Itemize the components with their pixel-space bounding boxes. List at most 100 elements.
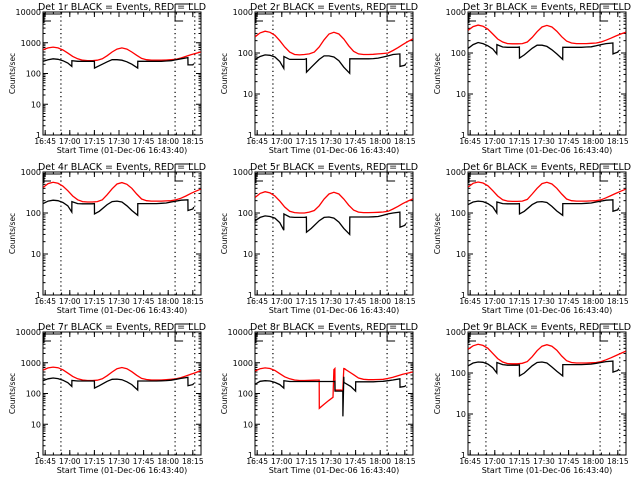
chart-panel-5: Det 5r BLACK = Events, RED = LLD 1 10 100 10… bbox=[220, 162, 418, 315]
series-events-line bbox=[254, 53, 407, 75]
y-tick-label: 1000 bbox=[21, 39, 41, 48]
x-axis-title: Start Time (01-Dec-06 16:43:40) bbox=[269, 306, 400, 315]
x-tick-label: 18:00 bbox=[369, 137, 391, 146]
x-axis-title: Start Time (01-Dec-06 16:43:40) bbox=[482, 146, 613, 155]
saa-marker-left bbox=[468, 173, 486, 183]
y-tick-label: 1 bbox=[36, 451, 41, 460]
x-tick-label: 18:15 bbox=[182, 137, 204, 146]
x-tick-label: 17:00 bbox=[271, 297, 293, 306]
y-axis-title: Counts/sec bbox=[433, 53, 442, 94]
x-tick-label: 17:00 bbox=[271, 457, 293, 466]
chart-panel-3: Det 3r BLACK = Events, RED = LLD 1 10 100 10… bbox=[433, 2, 631, 155]
plot-frame bbox=[467, 171, 627, 296]
plot-frame bbox=[254, 11, 414, 136]
chart-panel-9: Det 9r BLACK = Events, RED = LLD 1 10 100 10… bbox=[433, 322, 631, 475]
y-tick-label: 1000 bbox=[446, 328, 466, 337]
y-tick-label: 10 bbox=[243, 90, 253, 99]
x-tick-label: 16:45 bbox=[34, 137, 56, 146]
saa-marker-left bbox=[43, 173, 61, 183]
x-tick-label: 17:30 bbox=[320, 457, 342, 466]
plot-frame bbox=[254, 171, 414, 296]
series-lld-line bbox=[467, 24, 626, 45]
chart-title: Det 3r BLACK = Events, RED = LLD bbox=[463, 2, 631, 13]
series-lld-line bbox=[42, 181, 201, 203]
x-axis-title: Start Time (01-Dec-06 16:43:40) bbox=[482, 466, 613, 475]
y-tick-label: 10 bbox=[243, 250, 253, 259]
saa-marker-left bbox=[468, 13, 486, 23]
y-tick-label: 10 bbox=[456, 90, 466, 99]
y-tick-label: 1 bbox=[248, 451, 253, 460]
chart-title: Det 9r BLACK = Events, RED = LLD bbox=[463, 322, 631, 333]
chart-panel-8: Det 8r BLACK = Events, RED = LLD 1 10 100 10… bbox=[220, 322, 418, 475]
y-tick-label: 1000 bbox=[233, 8, 253, 17]
saa-marker-right bbox=[599, 163, 619, 182]
chart-panel-7: Det 7r BLACK = Events, RED = LLD 1 10 100 10… bbox=[8, 322, 206, 475]
x-tick-label: 18:00 bbox=[582, 137, 604, 146]
series-events-line bbox=[42, 199, 195, 217]
x-tick-label: 18:15 bbox=[394, 297, 416, 306]
series-events-line bbox=[467, 360, 620, 378]
chart-panel-1: Det 1r BLACK = Events, RED = LLD 1 10 100 10… bbox=[8, 2, 206, 155]
x-tick-label: 17:45 bbox=[345, 137, 367, 146]
x-tick-label: 17:45 bbox=[558, 457, 580, 466]
x-tick-label: 16:45 bbox=[34, 297, 56, 306]
y-tick-label: 10 bbox=[31, 420, 41, 429]
series-events-line bbox=[254, 211, 407, 236]
x-tick-label: 17:30 bbox=[108, 137, 130, 146]
saa-marker-left bbox=[468, 333, 486, 343]
y-tick-label: 10 bbox=[243, 420, 253, 429]
x-tick-label: 16:45 bbox=[246, 137, 268, 146]
x-tick-label: 18:00 bbox=[369, 297, 391, 306]
x-tick-label: 17:30 bbox=[533, 457, 555, 466]
x-tick-label: 18:00 bbox=[157, 297, 179, 306]
x-tick-label: 16:45 bbox=[459, 297, 481, 306]
y-tick-label: 1 bbox=[461, 131, 466, 140]
y-tick-label: 1000 bbox=[233, 359, 253, 368]
series-events-line bbox=[254, 376, 407, 417]
y-tick-label: 100 bbox=[26, 209, 41, 218]
x-tick-label: 16:45 bbox=[246, 297, 268, 306]
y-tick-label: 1 bbox=[248, 131, 253, 140]
chart-title: Det 6r BLACK = Events, RED = LLD bbox=[463, 162, 631, 173]
series-lld-line bbox=[254, 366, 413, 410]
y-axis-title: Counts/sec bbox=[8, 373, 17, 414]
x-tick-label: 17:30 bbox=[108, 457, 130, 466]
saa-marker-left bbox=[255, 333, 273, 343]
chart-title: Det 1r BLACK = Events, RED = LLD bbox=[38, 2, 206, 13]
x-tick-label: 18:15 bbox=[607, 457, 629, 466]
x-tick-label: 17:00 bbox=[484, 297, 506, 306]
x-tick-label: 17:45 bbox=[345, 297, 367, 306]
x-tick-label: 16:45 bbox=[459, 457, 481, 466]
saa-marker-right bbox=[386, 3, 406, 22]
x-tick-label: 17:15 bbox=[296, 297, 318, 306]
x-tick-label: 17:15 bbox=[509, 137, 531, 146]
x-tick-label: 18:15 bbox=[394, 137, 416, 146]
x-tick-label: 17:30 bbox=[108, 297, 130, 306]
x-tick-label: 18:00 bbox=[157, 137, 179, 146]
chart-title: Det 2r BLACK = Events, RED = LLD bbox=[250, 2, 418, 13]
x-tick-label: 17:00 bbox=[484, 137, 506, 146]
chart-title: Det 4r BLACK = Events, RED = LLD bbox=[38, 162, 206, 173]
saa-marker-right bbox=[174, 163, 194, 182]
y-axis-title: Counts/sec bbox=[8, 213, 17, 254]
series-events-line bbox=[467, 199, 620, 217]
saa-marker-right bbox=[386, 323, 406, 342]
x-axis-title: Start Time (01-Dec-06 16:43:40) bbox=[482, 306, 613, 315]
x-tick-label: 17:00 bbox=[59, 457, 81, 466]
plot-frame bbox=[467, 331, 627, 456]
y-tick-label: 1 bbox=[461, 291, 466, 300]
chart-title: Det 8r BLACK = Events, RED = LLD bbox=[250, 322, 418, 333]
chart-panel-2: Det 2r BLACK = Events, RED = LLD 1 10 100 10… bbox=[220, 2, 418, 155]
y-tick-label: 100 bbox=[26, 390, 41, 399]
y-tick-label: 1 bbox=[36, 291, 41, 300]
plot-frame bbox=[42, 11, 202, 136]
saa-marker-right bbox=[599, 3, 619, 22]
x-tick-label: 17:30 bbox=[320, 297, 342, 306]
y-tick-label: 10000 bbox=[228, 328, 253, 337]
y-tick-label: 1000 bbox=[446, 8, 466, 17]
chart-panel-6: Det 6r BLACK = Events, RED = LLD 1 10 100 10… bbox=[433, 162, 631, 315]
x-tick-label: 16:45 bbox=[246, 457, 268, 466]
x-tick-label: 17:00 bbox=[59, 297, 81, 306]
x-tick-label: 17:45 bbox=[558, 137, 580, 146]
x-tick-label: 18:00 bbox=[157, 457, 179, 466]
